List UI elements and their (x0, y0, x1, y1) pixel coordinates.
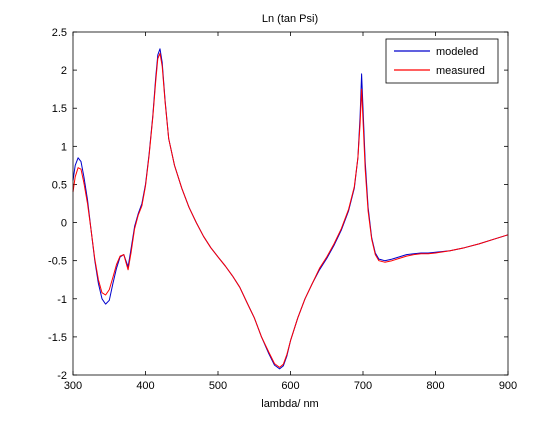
y-tick-label: 1 (61, 141, 67, 153)
x-tick-label: 800 (426, 380, 444, 392)
x-tick-label: 600 (281, 380, 299, 392)
y-tick-label: -1 (57, 294, 67, 306)
x-tick-label: 300 (64, 380, 82, 392)
y-tick-label: 1.5 (52, 103, 67, 115)
x-tick-label: 400 (136, 380, 154, 392)
x-tick-label: 700 (354, 380, 372, 392)
legend-label-modeled: modeled (436, 46, 478, 58)
y-tick-label: -0.5 (48, 256, 67, 268)
y-tick-label: 0 (61, 218, 67, 230)
plot-frame (72, 31, 509, 376)
y-tick-label: 2.5 (52, 27, 67, 39)
legend: modeled measured (385, 38, 499, 84)
plot-area (73, 32, 508, 375)
legend-box (385, 38, 499, 84)
series-line-measured (72, 52, 509, 368)
x-axis-label: lambda/ nm (261, 398, 318, 410)
y-tick-label: -1.5 (48, 332, 67, 344)
y-tick-label: 2 (61, 65, 67, 77)
x-tick-label: 500 (209, 380, 227, 392)
chart-title: Ln (tan Psi) (262, 13, 318, 25)
y-tick-label: 0.5 (52, 179, 67, 191)
legend-label-measured: measured (436, 65, 485, 77)
y-tick-label: -2 (57, 370, 67, 382)
x-tick-label: 900 (499, 380, 517, 392)
series-lines (72, 48, 509, 370)
